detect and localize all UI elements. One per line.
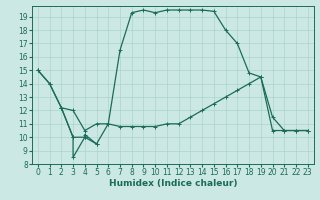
X-axis label: Humidex (Indice chaleur): Humidex (Indice chaleur) [108,179,237,188]
